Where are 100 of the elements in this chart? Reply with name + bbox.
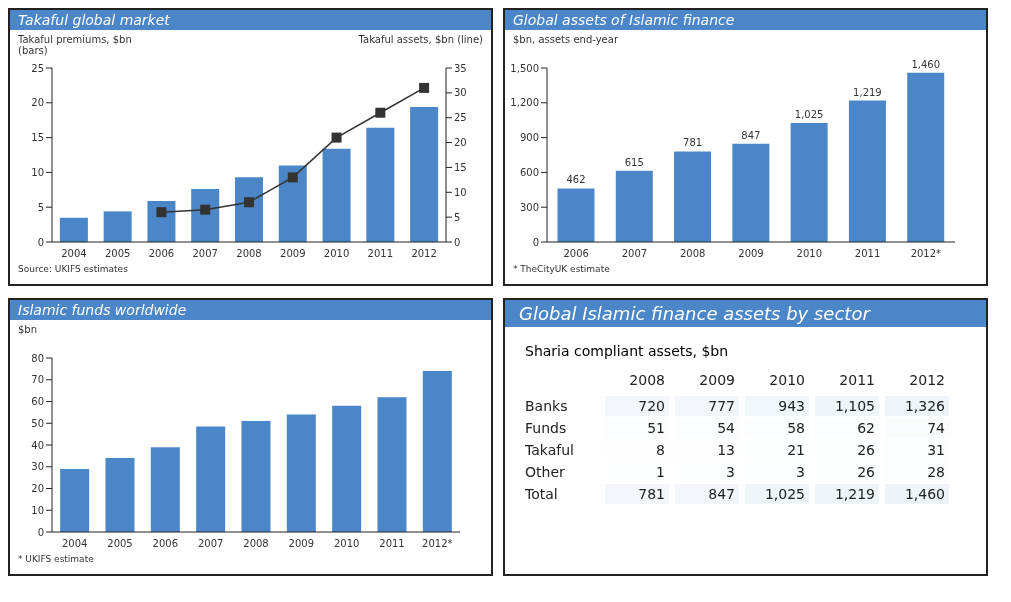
data-label: 777 [708,398,735,414]
data-label: 54 [717,420,736,436]
bar [241,421,271,532]
point [156,207,167,218]
x-tick-label: 2004 [61,248,87,260]
text: * UKIFS estimate [18,554,95,564]
source-note: Source: UKIFS estimates [18,264,129,274]
chart-title: Global assets of Islamic finance [505,10,986,30]
data-label: 781 [638,486,665,502]
y-tick-label: 900 [519,132,539,144]
bar [732,143,770,242]
x-tick-label: 2005 [107,538,133,550]
x-tick-label: 2010 [333,538,360,550]
data-label: 1,460 [911,58,941,70]
x-tick-label: 2006 [152,538,179,550]
y2-tick-label: 5 [454,211,461,223]
data-label: 1,326 [904,398,946,414]
data-label: 8 [656,442,665,458]
y-tick-label: Funds [525,420,567,436]
data-label: 26 [857,442,876,458]
data-label: 1,025 [764,486,805,502]
bar [790,123,828,242]
y2-tick-label: 35 [454,62,467,74]
y-tick-label: 50 [31,417,44,429]
bar [150,447,180,532]
bar [59,217,88,242]
x-tick-label: 2011 [854,248,881,260]
bar [907,72,945,242]
y2-tick-label: 25 [454,112,467,124]
x-tick-label: 2004 [61,538,88,550]
y-tick-label: 30 [31,461,44,473]
data-label: 1 [656,464,665,480]
data-label: 13 [717,442,735,458]
y-tick-label: 20 [31,97,44,109]
x-tick-label: 2011 [379,538,405,550]
data-label: 943 [778,398,805,414]
data-label: 28 [927,464,945,480]
y-tick-label: 25 [31,62,44,74]
y-tick-label: 300 [519,201,539,213]
x-tick-label: 2009 [280,248,306,260]
y-axis-title: $bn [18,324,38,337]
x-tick-label: 2006 [148,248,175,260]
data-label: 1,219 [834,486,875,502]
bar [410,106,439,242]
bar [422,371,452,532]
bar [366,127,395,242]
y-tick-label: 80 [31,352,44,364]
x-tick-label: 2010 [323,248,350,260]
point [287,172,298,183]
y2-tick-label: 15 [454,161,467,173]
y-tick-label: Takaful [524,442,574,458]
chart-title: Takaful global market [10,10,491,30]
x-tick-label: 2012 [411,248,437,260]
x-tick-label: 2010 [796,248,823,260]
data-label: 1,460 [904,486,945,502]
bar [848,100,886,242]
x-tick-label: 2010 [769,372,805,388]
y-tick-label: 600 [519,166,539,178]
y-tick-label: 10 [31,166,44,178]
data-label: 1,025 [794,109,824,121]
bar [332,405,362,532]
chart-title: Islamic funds worldwide [10,300,491,320]
point [419,82,430,93]
y-axis-title: Takaful premiums, $bn (bars) [18,34,133,58]
y-tick-label: 60 [31,396,44,408]
data-label: 1,105 [834,398,875,414]
x-tick-label: 2008 [679,248,706,260]
y2-tick-label: 20 [454,137,467,149]
x-tick-label: 2009 [738,248,764,260]
bar [286,414,316,532]
y2-tick-label: 30 [454,87,467,99]
data-label: 720 [638,398,665,414]
x-tick-label: 2009 [699,372,735,388]
data-label: 781 [683,137,703,149]
x-tick-label: 2007 [197,538,224,550]
bar [377,397,407,532]
x-tick-label: 2007 [621,248,648,260]
data-label: 847 [741,129,761,141]
data-label: 615 [624,156,644,168]
data-label: 31 [927,442,945,458]
x-tick-label: 2007 [192,248,218,260]
bar [196,426,226,532]
y-tick-label: 40 [31,439,44,451]
bar [234,177,263,242]
y-tick-label: 0 [37,526,44,538]
x-tick-label: 2009 [288,538,315,550]
y-tick-label: 0 [37,236,44,248]
y2-axis-title: Takaful assets, $bn (line) [358,34,483,47]
data-label: 3 [726,464,735,480]
data-label: 51 [647,420,665,436]
bar [615,170,653,242]
bar [322,148,351,242]
y-tick-label: Total [524,486,558,502]
y-axis-title: $bn, assets end-year [513,34,618,47]
x-tick-label: 2008 [236,248,262,260]
y-tick-label: Banks [525,398,568,414]
y-tick-label: 1,200 [510,97,539,109]
x-tick-label: 2012* [910,248,942,260]
x-tick-label: 2008 [629,372,665,388]
point [244,197,254,208]
